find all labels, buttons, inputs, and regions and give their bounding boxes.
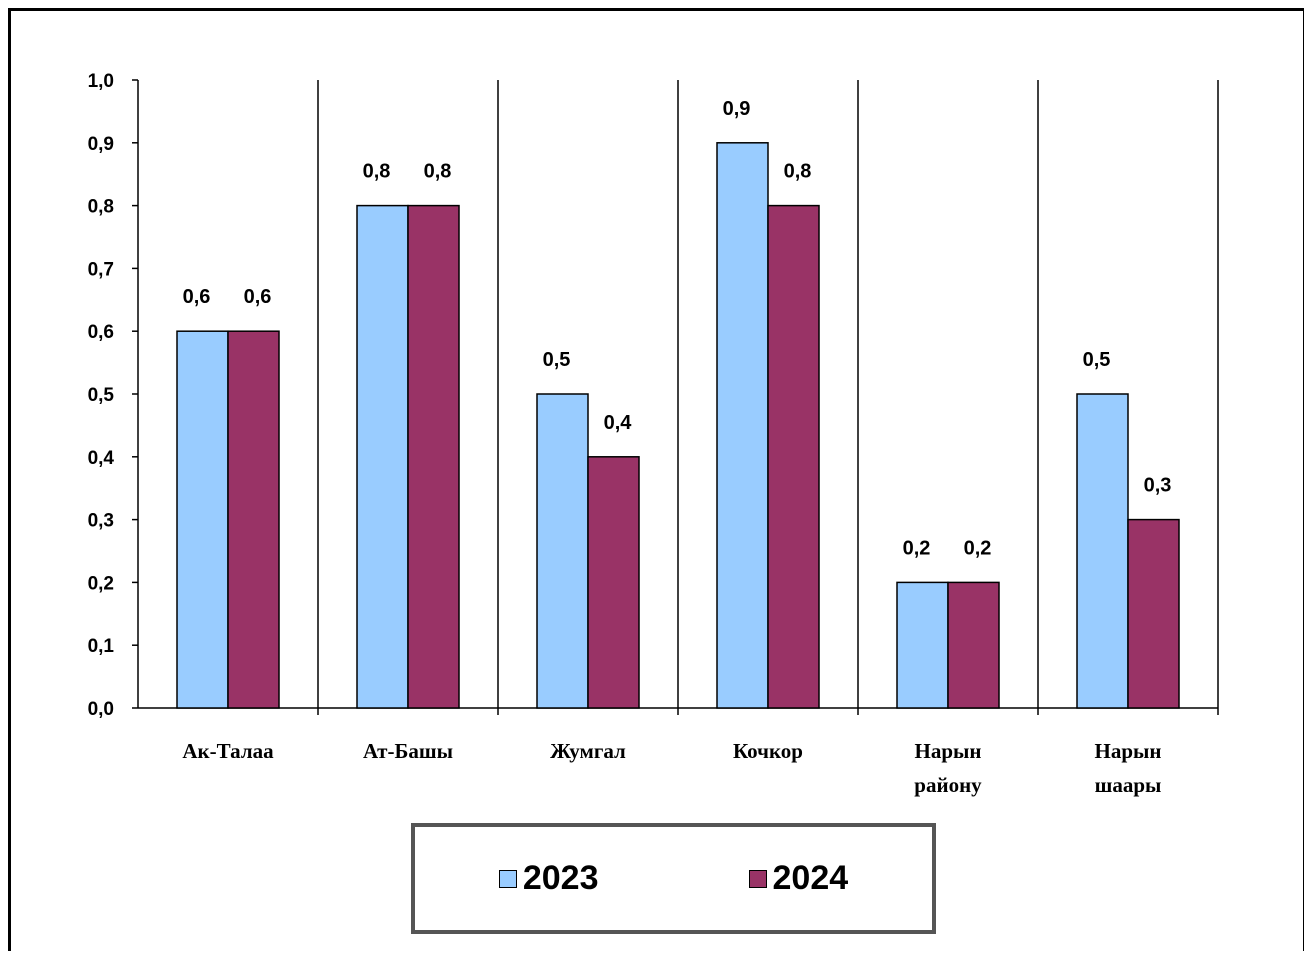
bar-2023: [356, 204, 409, 709]
y-tick-label: 1,0: [88, 71, 114, 92]
bar-2024: [1127, 518, 1180, 709]
legend-label-2023: 2023: [522, 859, 599, 897]
x-category-label: Ат-Башы: [363, 739, 453, 763]
bar-2024: [407, 204, 460, 709]
data-label-2024: 0,4: [604, 412, 633, 434]
y-tick-label: 0,1: [88, 636, 115, 657]
legend-label-2024: 2024: [772, 859, 849, 897]
x-category-label: Кочкор: [733, 739, 803, 763]
data-label-2024: 0,8: [424, 161, 452, 183]
bar-2023: [536, 393, 589, 709]
y-tick-label: 0,7: [88, 259, 114, 280]
data-label-2024: 0,8: [784, 161, 812, 183]
data-labels: 0,6 0,8 0,5 0,9 0,2 0,5 0,6 0,8 0,4 0,8 0,2 0,3: [183, 98, 1172, 560]
y-tick-label: 0,4: [88, 448, 115, 469]
bar-chart: 0,0 0,1 0,2 0,3 0,4 0,5 0,6 0,7 0,8 0,9 1,0 Ак-Тала…: [88, 71, 1219, 797]
data-label-2023: 0,8: [363, 161, 391, 183]
x-category-label: району: [914, 773, 982, 797]
y-tick-label: 0,6: [88, 322, 114, 343]
bar-2023: [1076, 393, 1129, 709]
bar-2024: [587, 456, 640, 709]
legend-item-2023: 2023: [498, 859, 599, 898]
x-category-label: Ак-Талаа: [182, 739, 274, 763]
data-label-2023: 0,2: [903, 537, 931, 559]
x-category-label: Жумгал: [550, 739, 626, 763]
axes: 0,0 0,1 0,2 0,3 0,4 0,5 0,6 0,7 0,8 0,9 1,0 Ак-Тала…: [88, 71, 1219, 797]
data-label-2024: 0,3: [1144, 475, 1172, 497]
legend-item-2024: 2024: [748, 859, 849, 898]
bar-2023: [176, 330, 229, 709]
x-category-label: Нарын: [1094, 739, 1161, 763]
bar-2023: [716, 142, 769, 709]
bar-2024: [947, 581, 1000, 709]
y-tick-label: 0,3: [88, 511, 114, 532]
y-tick-label: 0,2: [88, 573, 114, 594]
bar-2024: [767, 204, 820, 709]
legend-swatch-2024: [748, 869, 767, 888]
bars: [176, 142, 1180, 709]
y-tick-label: 0,0: [88, 699, 114, 720]
bar-2023: [896, 581, 949, 709]
data-label-2023: 0,6: [183, 286, 211, 308]
y-tick-label: 0,8: [88, 197, 114, 218]
data-label-2023: 0,9: [723, 98, 751, 120]
data-label-2024: 0,2: [964, 537, 992, 559]
bar-2024: [227, 330, 280, 709]
y-tick-label: 0,5: [88, 385, 115, 406]
data-label-2023: 0,5: [1083, 349, 1111, 371]
x-category-label: Нарын: [914, 739, 981, 763]
x-category-label: шаары: [1095, 773, 1162, 797]
legend-swatch-2023: [498, 869, 517, 888]
data-label-2023: 0,5: [543, 349, 571, 371]
y-tick-label: 0,9: [88, 134, 114, 155]
legend: 2023 2024: [411, 823, 936, 934]
data-label-2024: 0,6: [244, 286, 272, 308]
